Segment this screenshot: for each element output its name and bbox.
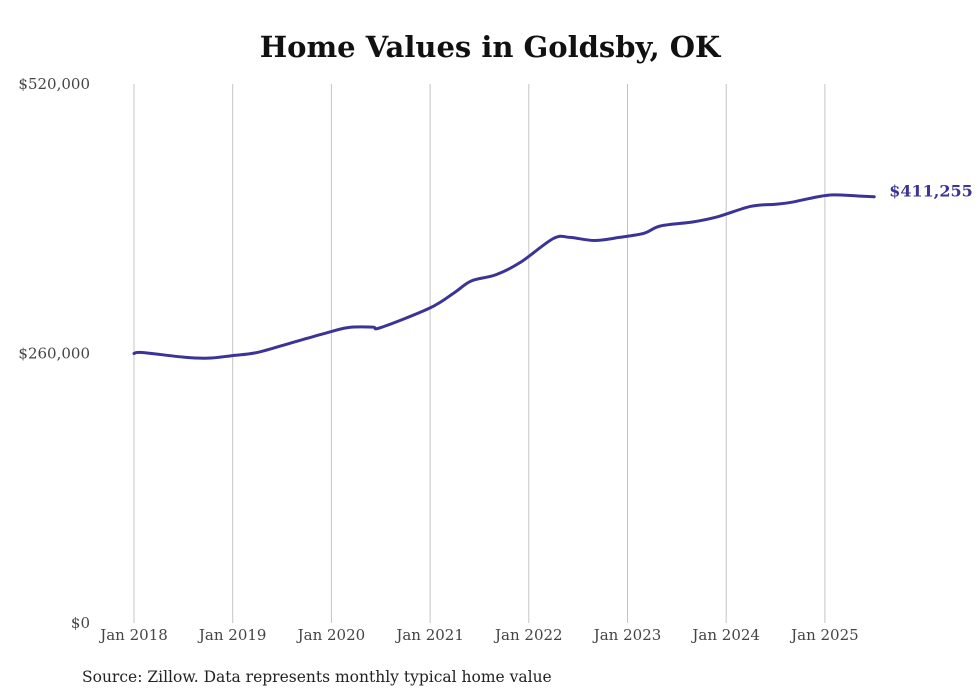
x-tick-label: Jan 2018 bbox=[98, 626, 168, 644]
y-tick-label: $260,000 bbox=[18, 345, 90, 363]
series-line bbox=[132, 193, 876, 360]
y-tick-label: $520,000 bbox=[18, 75, 90, 93]
x-tick-label: Jan 2025 bbox=[789, 626, 859, 644]
chart-title: Home Values in Goldsby, OK bbox=[259, 30, 721, 64]
source-note: Source: Zillow. Data represents monthly … bbox=[82, 668, 552, 686]
x-tick-label: Jan 2024 bbox=[690, 626, 760, 644]
x-tick-label: Jan 2019 bbox=[197, 626, 267, 644]
y-tick-label: $0 bbox=[71, 614, 90, 632]
x-tick-label: Jan 2023 bbox=[592, 626, 662, 644]
x-tick-label: Jan 2022 bbox=[493, 626, 563, 644]
end-value-label: $411,255 bbox=[889, 182, 973, 201]
x-tick-label: Jan 2021 bbox=[394, 626, 464, 644]
x-tick-label: Jan 2020 bbox=[296, 626, 366, 644]
